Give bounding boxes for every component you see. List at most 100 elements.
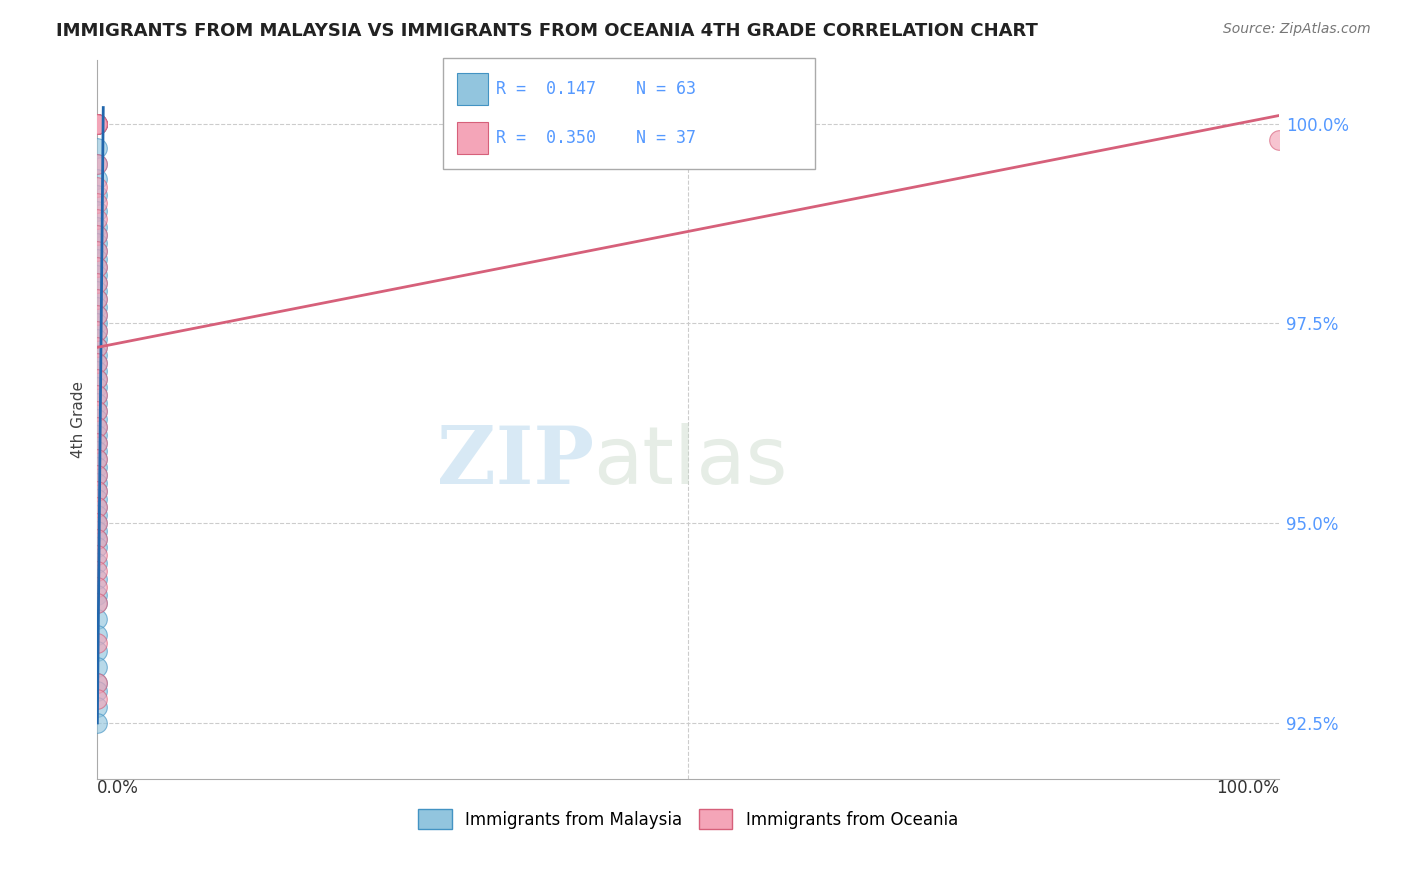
Point	[86, 484, 108, 499]
Point	[86, 116, 108, 130]
Point	[86, 444, 108, 458]
Point	[86, 260, 108, 275]
Point	[86, 156, 108, 170]
Point	[86, 396, 108, 410]
Point	[86, 452, 108, 467]
Point	[86, 372, 108, 386]
Point	[86, 356, 108, 370]
Point	[86, 228, 108, 243]
Y-axis label: 4th Grade: 4th Grade	[72, 381, 86, 458]
Point	[86, 420, 108, 434]
Point	[86, 116, 108, 130]
Point	[86, 364, 108, 378]
Point	[86, 244, 108, 259]
Point	[86, 156, 108, 170]
Point	[86, 196, 108, 211]
Point	[86, 420, 108, 434]
Point	[86, 404, 108, 418]
Legend: Immigrants from Malaysia, Immigrants from Oceania: Immigrants from Malaysia, Immigrants fro…	[412, 803, 965, 835]
Point	[86, 116, 108, 130]
Point	[86, 212, 108, 227]
Point	[86, 172, 108, 186]
Text: R =  0.147    N = 63: R = 0.147 N = 63	[496, 80, 696, 98]
Point	[86, 660, 108, 674]
Point	[86, 540, 108, 554]
Point	[86, 516, 108, 531]
Point	[86, 388, 108, 402]
Text: Source: ZipAtlas.com: Source: ZipAtlas.com	[1223, 22, 1371, 37]
Point	[86, 116, 108, 130]
Point	[86, 644, 108, 658]
Point	[86, 316, 108, 330]
Point	[86, 340, 108, 354]
Point	[86, 612, 108, 626]
Point	[86, 700, 108, 714]
Point	[86, 309, 108, 323]
Point	[86, 628, 108, 642]
Point	[86, 468, 108, 483]
Point	[86, 340, 108, 354]
Point	[86, 293, 108, 307]
Point	[86, 508, 108, 523]
Point	[86, 380, 108, 394]
Point	[86, 492, 108, 507]
Point	[86, 348, 108, 362]
Point	[86, 285, 108, 299]
Point	[86, 436, 108, 450]
Point	[86, 484, 108, 499]
Text: atlas: atlas	[593, 424, 787, 501]
Point	[86, 636, 108, 650]
Point	[86, 460, 108, 475]
Point	[86, 260, 108, 275]
Point	[86, 116, 108, 130]
Point	[86, 388, 108, 402]
Point	[86, 548, 108, 562]
Point	[86, 524, 108, 538]
Point	[86, 676, 108, 690]
Point	[86, 324, 108, 338]
Point	[86, 500, 108, 515]
Point	[86, 588, 108, 602]
Point	[86, 309, 108, 323]
Text: ZIP: ZIP	[437, 424, 593, 501]
Point	[86, 452, 108, 467]
Point	[86, 324, 108, 338]
Point	[86, 252, 108, 267]
Point	[86, 404, 108, 418]
Point	[86, 436, 108, 450]
Point	[86, 596, 108, 610]
Point	[86, 476, 108, 491]
Point	[86, 716, 108, 731]
Point	[86, 500, 108, 515]
Point	[86, 116, 108, 130]
Point	[1268, 132, 1291, 146]
Point	[86, 516, 108, 531]
Point	[86, 356, 108, 370]
Text: 100.0%: 100.0%	[1216, 779, 1279, 797]
Point	[86, 293, 108, 307]
Point	[86, 277, 108, 291]
Point	[86, 580, 108, 594]
Point	[86, 220, 108, 235]
Point	[86, 676, 108, 690]
Point	[86, 236, 108, 251]
Point	[86, 596, 108, 610]
Point	[86, 204, 108, 219]
Point	[86, 188, 108, 202]
Point	[86, 468, 108, 483]
Point	[86, 372, 108, 386]
Point	[86, 532, 108, 546]
Point	[86, 140, 108, 154]
Point	[86, 116, 108, 130]
Point	[86, 692, 108, 706]
Point	[86, 301, 108, 315]
Point	[86, 268, 108, 283]
Point	[86, 332, 108, 346]
Text: IMMIGRANTS FROM MALAYSIA VS IMMIGRANTS FROM OCEANIA 4TH GRADE CORRELATION CHART: IMMIGRANTS FROM MALAYSIA VS IMMIGRANTS F…	[56, 22, 1038, 40]
Point	[86, 428, 108, 442]
Point	[86, 556, 108, 570]
Point	[86, 277, 108, 291]
Point	[86, 532, 108, 546]
Text: 0.0%: 0.0%	[97, 779, 139, 797]
Point	[86, 228, 108, 243]
